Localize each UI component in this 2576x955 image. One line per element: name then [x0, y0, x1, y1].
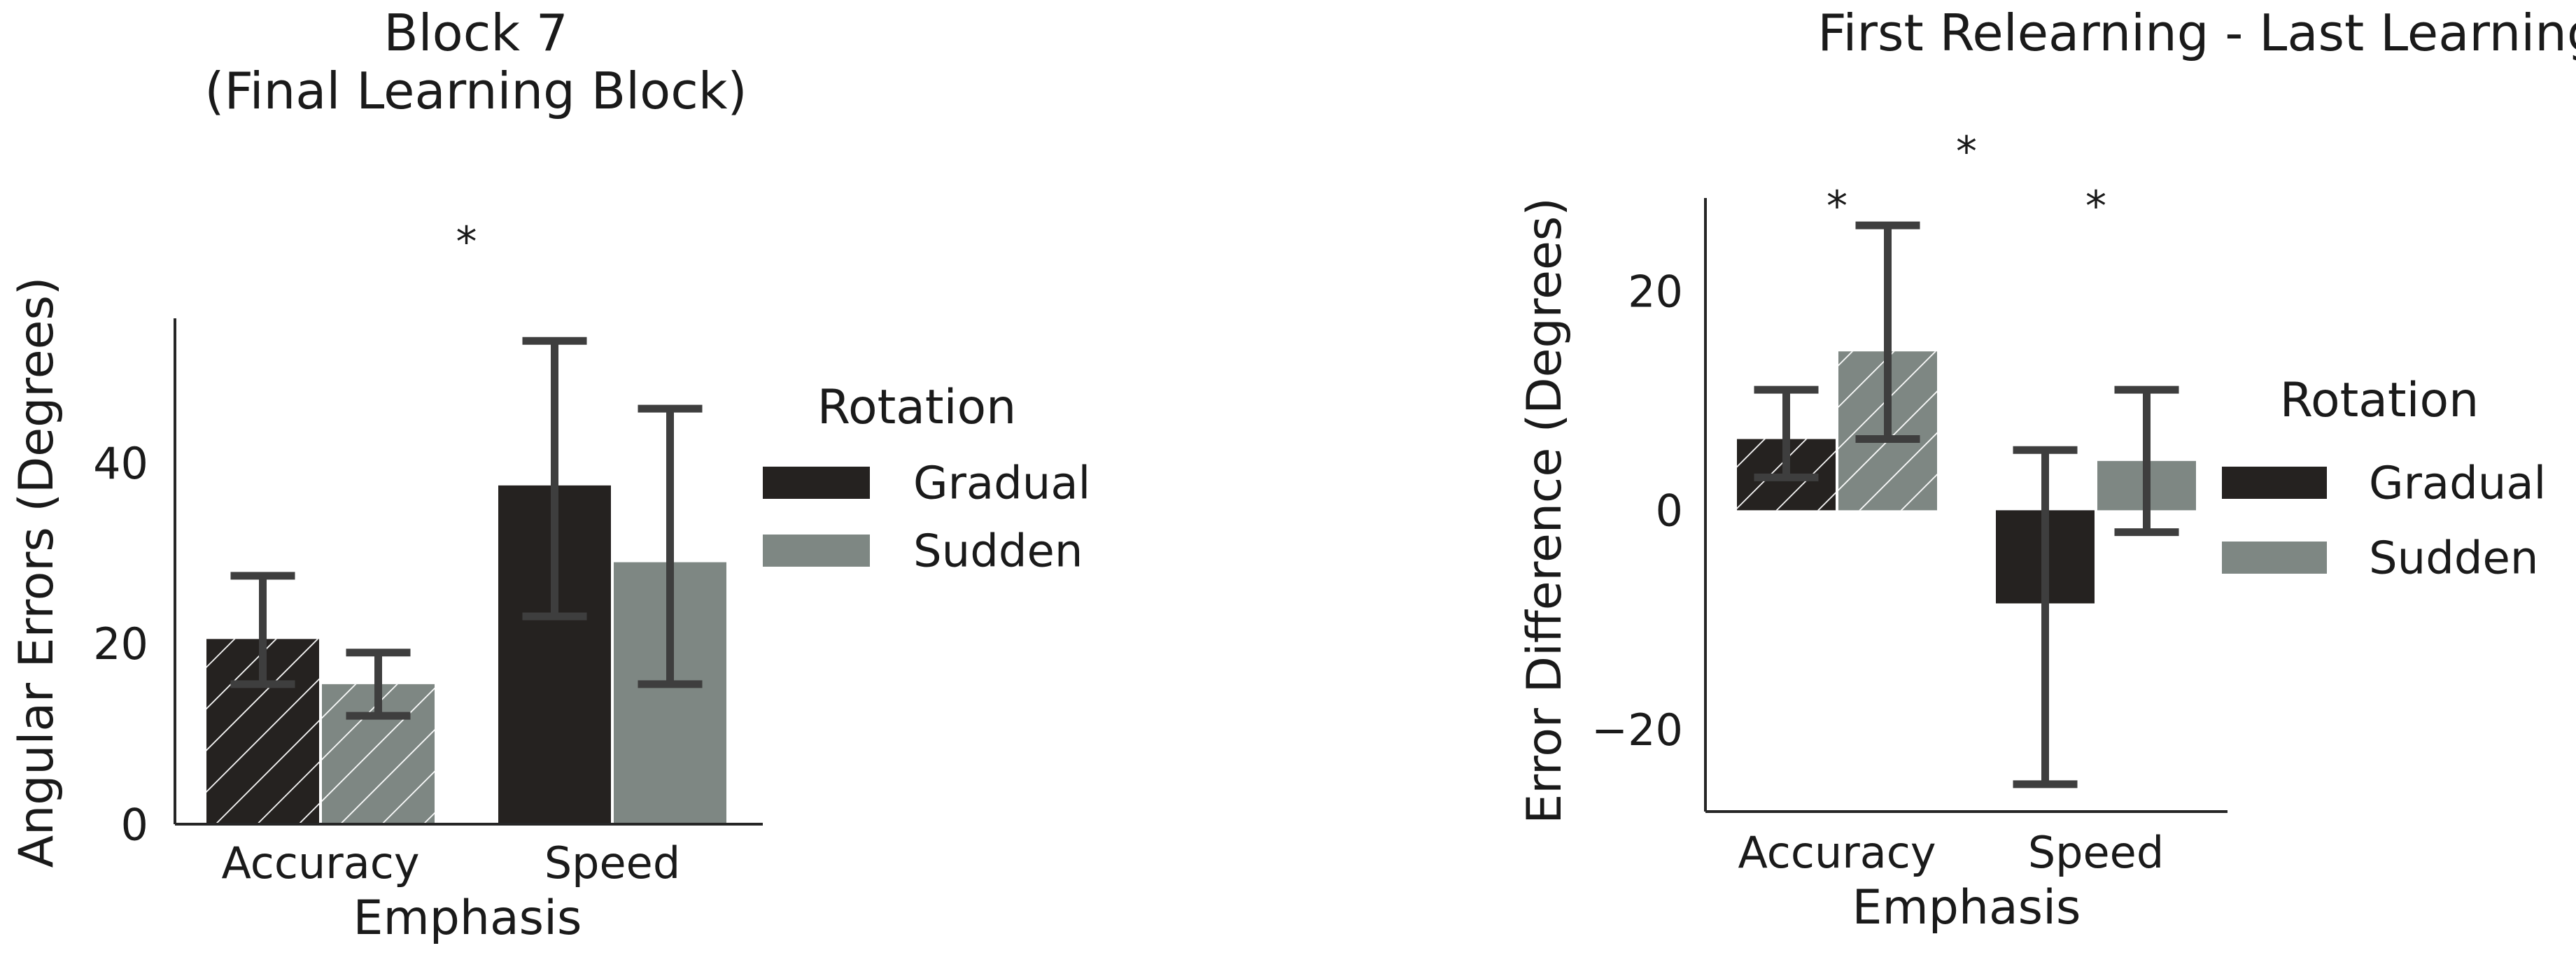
chart-panel-error-difference: Accuracy Speed −20 0 20 Emphasis Error Differe…	[1517, 3, 2576, 935]
legend-swatch-gradual	[2222, 467, 2327, 499]
legend-label-gradual: Gradual	[913, 458, 1090, 509]
chart-title-line-1: Block 7	[383, 3, 568, 62]
significance-star-2: *	[1956, 127, 1977, 176]
legend-swatch-gradual	[763, 467, 870, 499]
chart-title-line-2: (Final Learning Block)	[204, 62, 747, 120]
x-tick-label-accuracy: Accuracy	[1738, 827, 1936, 878]
chart-title-line-1: First Relearning - Last Learning Blocks	[1817, 3, 2576, 62]
y-tick-label-40: 40	[93, 438, 148, 489]
chart-panel-angular-errors: Accuracy Speed 0 20 40 Emphasis Angular Errors…	[9, 3, 1090, 946]
significance-star-1: *	[456, 218, 477, 267]
legend-swatch-sudden	[2222, 542, 2327, 574]
significance-star-1: *	[1827, 182, 1847, 231]
x-axis-label: Emphasis	[1852, 880, 2081, 935]
legend-title: Rotation	[817, 380, 1016, 435]
y-tick-label-0: 0	[1656, 486, 1683, 537]
legend-label-gradual: Gradual	[2369, 458, 2546, 509]
x-tick-label-speed: Speed	[2028, 827, 2164, 878]
legend-swatch-sudden	[763, 535, 870, 567]
legend-label-sudden: Sudden	[913, 525, 1083, 577]
y-axis-label: Angular Errors (Degrees)	[9, 277, 64, 868]
y-axis-label: Error Difference (Degrees)	[1517, 197, 1572, 824]
y-tick-label--20: −20	[1591, 705, 1683, 756]
x-tick-label-speed: Speed	[544, 837, 680, 889]
y-tick-label-0: 0	[121, 799, 148, 850]
x-axis-label: Emphasis	[353, 891, 582, 946]
legend-label-sudden: Sudden	[2369, 532, 2538, 584]
x-tick-label-accuracy: Accuracy	[221, 837, 419, 889]
y-tick-label-20: 20	[1628, 266, 1683, 317]
y-tick-label-20: 20	[93, 618, 148, 670]
legend-title: Rotation	[2280, 373, 2479, 428]
significance-star-3: *	[2085, 182, 2106, 231]
